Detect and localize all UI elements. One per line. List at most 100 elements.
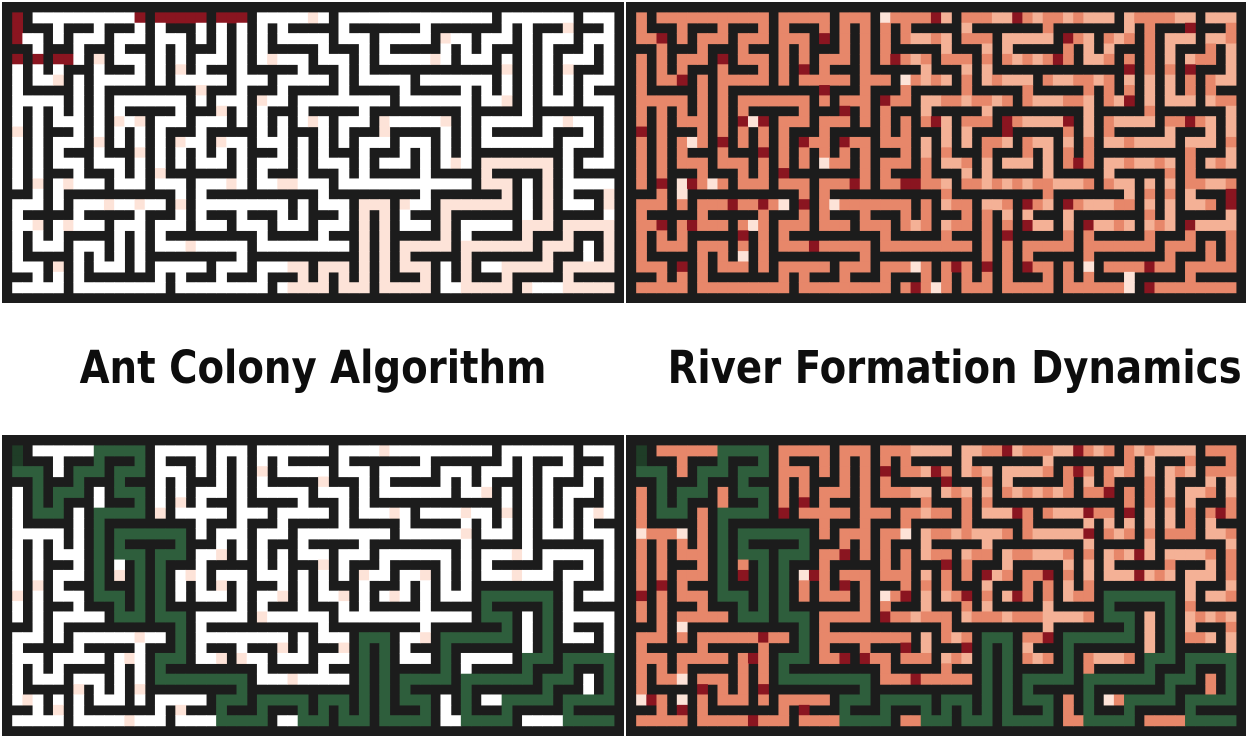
corridor-cell xyxy=(460,251,472,263)
corridor-cell xyxy=(859,549,871,561)
corridor-cell xyxy=(440,53,452,65)
corridor-cell xyxy=(798,136,810,148)
corridor-cell xyxy=(1063,178,1074,190)
corridor-cell xyxy=(819,486,830,498)
corridor-cell xyxy=(195,136,207,148)
solution-path-cell xyxy=(93,580,105,592)
solution-path-cell xyxy=(1113,590,1125,602)
corridor-cell xyxy=(1113,569,1125,581)
solution-path-cell xyxy=(552,673,564,685)
solution-path-cell xyxy=(717,528,729,540)
corridor-cell xyxy=(267,590,278,602)
corridor-cell xyxy=(185,240,197,252)
corridor-cell xyxy=(1124,549,1135,561)
corridor-cell xyxy=(727,282,739,294)
corridor-cell xyxy=(961,53,973,65)
corridor-cell xyxy=(32,621,44,633)
solution-path-cell xyxy=(348,715,360,727)
corridor-cell xyxy=(819,559,830,571)
corridor-cell xyxy=(318,445,329,457)
corridor-cell xyxy=(277,22,289,34)
corridor-cell xyxy=(819,74,830,86)
corridor-cell xyxy=(22,199,34,211)
corridor-cell xyxy=(216,95,227,107)
solution-path-cell xyxy=(114,486,125,498)
corridor-cell xyxy=(63,53,74,65)
corridor-cell xyxy=(491,240,503,252)
solution-path-cell xyxy=(1225,673,1237,685)
corridor-cell xyxy=(717,85,729,97)
corridor-cell xyxy=(73,518,85,530)
corridor-cell xyxy=(297,282,309,294)
corridor-cell xyxy=(686,116,698,128)
corridor-cell xyxy=(636,64,647,76)
corridor-cell xyxy=(287,74,299,86)
corridor-cell xyxy=(185,12,197,24)
corridor-cell xyxy=(880,74,891,86)
corridor-cell xyxy=(1073,33,1084,45)
corridor-cell xyxy=(839,147,851,159)
corridor-cell xyxy=(256,116,268,128)
corridor-cell xyxy=(420,116,431,128)
corridor-cell xyxy=(636,209,647,221)
corridor-cell xyxy=(920,549,932,561)
corridor-cell xyxy=(542,116,554,128)
corridor-cell xyxy=(920,261,932,273)
corridor-cell xyxy=(636,126,647,138)
corridor-cell xyxy=(256,673,268,685)
corridor-cell xyxy=(573,53,584,65)
corridor-cell xyxy=(501,282,513,294)
solution-path-cell xyxy=(471,673,482,685)
corridor-cell xyxy=(707,715,719,727)
corridor-cell xyxy=(460,652,472,664)
corridor-cell xyxy=(460,74,472,86)
solution-path-cell xyxy=(747,528,759,540)
corridor-cell xyxy=(717,199,729,211)
solution-path-cell xyxy=(1083,694,1095,706)
corridor-cell xyxy=(491,116,503,128)
corridor-cell xyxy=(697,85,708,97)
corridor-cell xyxy=(1185,445,1196,457)
corridor-cell xyxy=(930,74,942,86)
solution-path-cell xyxy=(1185,715,1196,727)
corridor-cell xyxy=(338,549,350,561)
corridor-cell xyxy=(941,486,952,498)
corridor-cell xyxy=(114,684,125,696)
corridor-cell xyxy=(420,580,431,592)
corridor-cell xyxy=(798,476,810,488)
corridor-cell xyxy=(839,53,851,65)
corridor-cell xyxy=(1093,74,1105,86)
corridor-cell xyxy=(379,528,391,540)
corridor-cell xyxy=(1093,53,1105,65)
corridor-cell xyxy=(819,642,830,654)
corridor-cell xyxy=(1063,53,1074,65)
corridor-cell xyxy=(134,642,146,654)
corridor-cell xyxy=(22,528,34,540)
corridor-cell xyxy=(256,611,268,623)
corridor-cell xyxy=(1164,497,1176,509)
solution-path-cell xyxy=(318,704,329,716)
corridor-cell xyxy=(1063,43,1074,55)
corridor-cell xyxy=(338,157,350,169)
corridor-cell xyxy=(338,559,350,571)
corridor-cell xyxy=(1042,74,1054,86)
corridor-cell xyxy=(1022,261,1034,273)
corridor-cell xyxy=(636,538,647,550)
corridor-cell xyxy=(849,528,861,540)
corridor-cell xyxy=(277,157,289,169)
corridor-cell xyxy=(941,126,952,138)
corridor-cell xyxy=(808,136,820,148)
solution-path-cell xyxy=(165,528,176,540)
corridor-cell xyxy=(216,652,227,664)
solution-path-cell xyxy=(727,445,739,457)
corridor-cell xyxy=(798,53,810,65)
corridor-cell xyxy=(328,632,340,644)
corridor-cell xyxy=(778,12,790,24)
corridor-cell xyxy=(32,445,44,457)
corridor-cell xyxy=(603,549,615,561)
solution-path-cell xyxy=(849,694,861,706)
corridor-cell xyxy=(829,632,841,644)
corridor-cell xyxy=(819,33,830,45)
corridor-cell xyxy=(1042,611,1054,623)
corridor-cell xyxy=(941,230,952,242)
